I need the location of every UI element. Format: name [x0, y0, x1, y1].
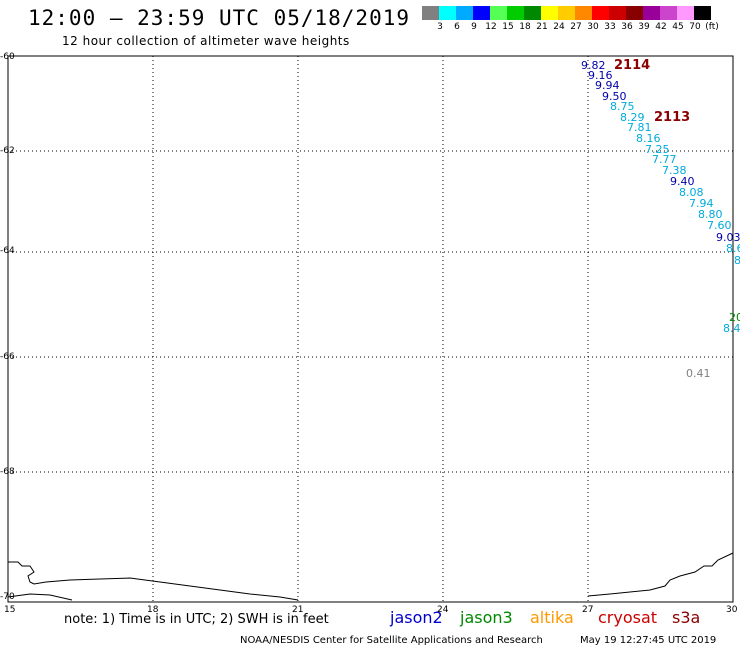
observation-label: 7.38 [662, 164, 687, 177]
y-label-60: -60 [0, 52, 15, 62]
legend-value-label: 36 [621, 22, 633, 32]
x-label-21: 21 [292, 605, 304, 615]
observation-label: 9.94 [595, 79, 620, 92]
legend-swatch [643, 6, 660, 20]
observation-label: 9.16 [588, 69, 613, 82]
satellite-legend-s3a: s3a [672, 608, 701, 627]
observation-label: 8 [734, 254, 740, 267]
coastline-east [587, 552, 734, 597]
legend-swatch [490, 6, 507, 20]
observation-label: 8.4 [723, 322, 740, 335]
satellite-legend-jason3: jason3 [460, 608, 513, 627]
legend-value-label: 6 [454, 22, 460, 32]
legend-value-label: 27 [570, 22, 582, 32]
observation-label: 9.82 [581, 59, 606, 72]
observation-label: 9.40 [670, 175, 695, 188]
legend-value-label: 24 [553, 22, 565, 32]
observation-label: 8.08 [679, 186, 704, 199]
legend-swatch [575, 6, 592, 20]
legend-value-label: 45 [672, 22, 684, 32]
legend-swatch [677, 6, 694, 20]
observation-label: 8.75 [610, 100, 635, 113]
legend-swatch [524, 6, 541, 20]
observation-label: 8.6 [726, 242, 740, 255]
x-label-30: 30 [726, 605, 738, 615]
legend-value-label: 30 [587, 22, 599, 32]
legend-swatch [694, 6, 711, 20]
legend-value-label: 70 [689, 22, 701, 32]
legend-value-label: 9 [471, 22, 477, 32]
y-label-70: -70 [0, 592, 15, 602]
observation-label: 20 [729, 311, 740, 324]
satellite-legend-jason2: jason2 [390, 608, 443, 627]
observation-label: 8.16 [636, 132, 661, 145]
observation-label: 7.94 [689, 197, 714, 210]
x-label-15: 15 [4, 605, 16, 615]
y-label-66: -66 [0, 352, 15, 362]
legend-swatch [558, 6, 575, 20]
footer-note: note: 1) Time is in UTC; 2) SWH is in fe… [64, 612, 329, 627]
generation-timestamp: May 19 12:27:45 UTC 2019 [580, 635, 717, 646]
satellite-legend-altika: altika [530, 608, 574, 627]
legend-swatch [473, 6, 490, 20]
x-label-18: 18 [147, 605, 159, 615]
y-label-64: -64 [0, 246, 15, 256]
observation-label: 9.50 [602, 90, 627, 103]
grid-lines [8, 56, 733, 602]
y-label-62: -62 [0, 146, 15, 156]
legend-swatch [422, 6, 439, 20]
legend-swatch [592, 6, 609, 20]
observation-label: 8.29 [620, 111, 645, 124]
y-label-68: -68 [0, 467, 15, 477]
plot-frame [7, 55, 734, 603]
observation-label: 7.25 [645, 143, 670, 156]
legend-value-label: 21 [536, 22, 548, 32]
coastline-island [7, 593, 73, 601]
legend-swatch [541, 6, 558, 20]
observation-label: 7.77 [652, 153, 677, 166]
legend-swatch [609, 6, 626, 20]
observation-label: 7.81 [627, 121, 652, 134]
legend-swatch [456, 6, 473, 20]
observation-label: 0.41 [686, 367, 711, 380]
legend-swatch [660, 6, 677, 20]
color-legend-bar [422, 6, 711, 20]
page-subtitle: 12 hour collection of altimeter wave hei… [62, 34, 350, 48]
credit-line: NOAA/NESDIS Center for Satellite Applica… [240, 635, 543, 646]
coastline-west [8, 561, 299, 601]
legend-value-label: 39 [638, 22, 650, 32]
legend-swatch [626, 6, 643, 20]
legend-value-label: 33 [604, 22, 616, 32]
legend-value-label: 42 [655, 22, 667, 32]
satellite-legend-cryosat: cryosat [598, 608, 658, 627]
legend-value-label: 15 [502, 22, 514, 32]
legend-value-label: 12 [485, 22, 497, 32]
x-label-24: 24 [437, 605, 449, 615]
pass-label-2114: 2114 [614, 58, 651, 73]
pass-label-2113: 2113 [654, 110, 691, 125]
antarctic-coastline [7, 552, 734, 601]
observation-label: 9.03 [716, 231, 740, 244]
legend-value-label: 3 [437, 22, 443, 32]
legend-value-label: (ft) [705, 22, 719, 32]
page-title: 12:00 – 23:59 UTC 05/18/2019 [28, 6, 411, 30]
observation-label: 8.80 [698, 208, 723, 221]
observation-label: 7.60 [707, 219, 732, 232]
legend-swatch [439, 6, 456, 20]
legend-value-label: 18 [519, 22, 531, 32]
legend-swatch [507, 6, 524, 20]
x-label-27: 27 [582, 605, 594, 615]
